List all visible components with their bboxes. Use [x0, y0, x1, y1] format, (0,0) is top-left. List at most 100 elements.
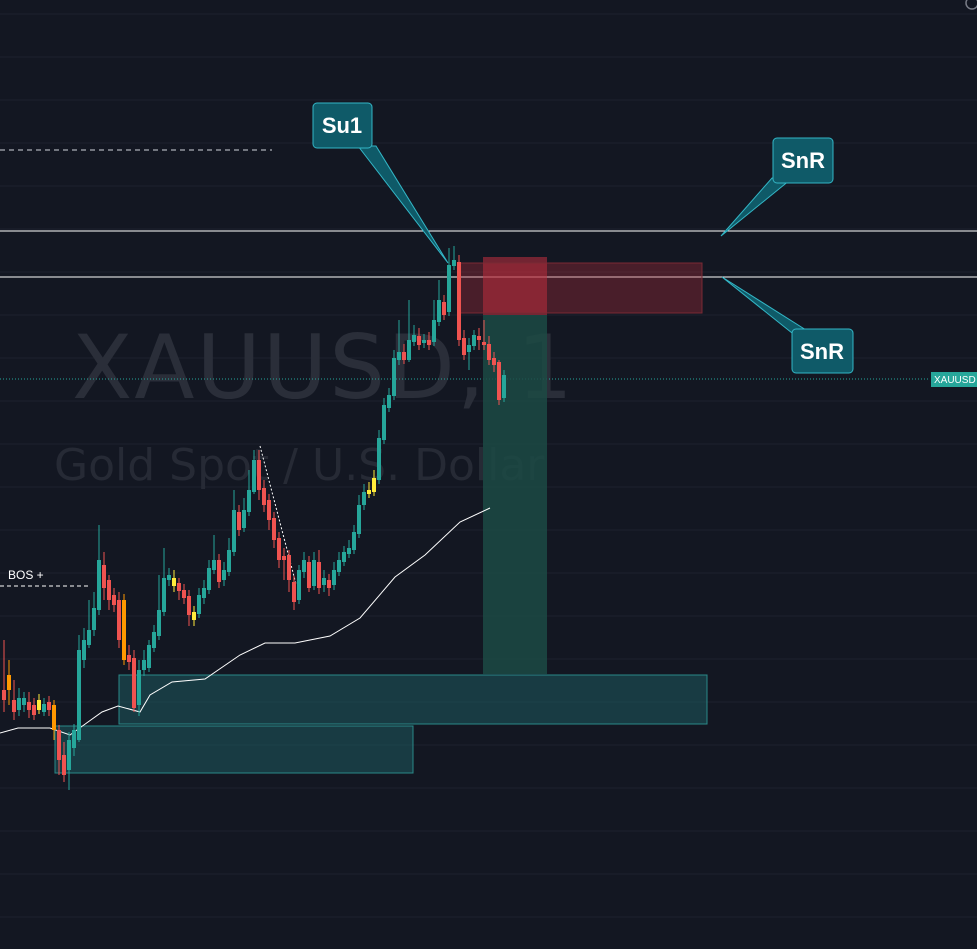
candle-body: [382, 405, 386, 440]
candle-body: [222, 570, 226, 580]
candle-body: [347, 548, 351, 554]
candle: [397, 320, 401, 365]
candle: [127, 645, 131, 670]
candle-body: [407, 340, 411, 360]
candle-body: [327, 580, 331, 588]
candle-body: [82, 640, 86, 660]
candle-body: [7, 675, 11, 690]
candle-body: [337, 560, 341, 572]
settings-corner-icon[interactable]: [965, 0, 977, 10]
candle-body: [247, 490, 251, 512]
candle: [462, 330, 466, 360]
candle: [147, 640, 151, 672]
candle: [422, 334, 426, 348]
candle: [162, 548, 166, 616]
supply-zone[interactable]: [457, 262, 703, 314]
target-zone[interactable]: [483, 315, 547, 674]
candle-body: [192, 612, 196, 620]
candle: [362, 484, 366, 510]
candle: [42, 698, 46, 716]
candle: [437, 280, 441, 326]
candle-body: [447, 265, 451, 312]
candle-body: [57, 730, 61, 760]
candle: [92, 592, 96, 636]
candle: [252, 450, 256, 494]
candle: [87, 600, 91, 648]
candle-body: [2, 690, 6, 700]
candle-body: [167, 575, 171, 580]
candle: [472, 330, 476, 350]
candle: [382, 398, 386, 444]
candle: [347, 540, 351, 558]
su1-label: Su1: [322, 113, 362, 138]
candle: [227, 538, 231, 576]
candle-body: [377, 438, 381, 480]
snr-upper-label: SnR: [781, 148, 825, 173]
candle: [312, 552, 316, 590]
candle-body: [52, 705, 56, 730]
candle-body: [502, 375, 506, 398]
demand-zone-upper[interactable]: [118, 674, 708, 725]
candle: [137, 660, 141, 716]
candle-body: [22, 698, 26, 705]
candle-body: [387, 395, 391, 408]
candle: [412, 325, 416, 346]
su1-callout-box: [312, 102, 373, 149]
candle: [452, 246, 456, 270]
candle: [427, 332, 431, 350]
description-watermark: Gold Spot / U.S. Dollar: [54, 440, 545, 491]
snr-lower-label: SnR: [800, 339, 844, 364]
candle-body: [62, 755, 66, 775]
candle-body: [157, 610, 161, 636]
candle-body: [472, 335, 476, 346]
candle: [122, 594, 126, 665]
candle-body: [102, 565, 106, 588]
candle-body: [72, 730, 76, 748]
candle: [337, 552, 341, 576]
candle-body: [437, 300, 441, 322]
candle: [82, 628, 86, 668]
candle: [322, 570, 326, 592]
candle-body: [232, 510, 236, 552]
candle: [97, 525, 101, 615]
snr-upper-callout[interactable]: SnR: [720, 137, 834, 237]
price-axis-tag[interactable]: XAUUSD: [931, 372, 977, 387]
demand-zone-lower[interactable]: [54, 725, 414, 774]
snr-lower-callout[interactable]: SnR: [721, 276, 854, 374]
candle: [272, 512, 276, 548]
candle: [297, 565, 301, 604]
candle: [417, 328, 421, 350]
su1-callout[interactable]: Su1: [312, 102, 449, 264]
candle-body: [47, 702, 51, 710]
candle: [392, 350, 396, 400]
candle-body: [282, 556, 286, 560]
candle: [12, 680, 16, 720]
candle-body: [357, 505, 361, 534]
candle: [222, 562, 226, 586]
snr-lower-callout-box: [791, 328, 854, 374]
candle-body: [77, 650, 81, 740]
candle: [192, 606, 196, 626]
candle-body: [127, 655, 131, 662]
candle-body: [172, 578, 176, 586]
candle: [22, 692, 26, 712]
candle-body: [307, 562, 311, 588]
candle-body: [332, 570, 336, 585]
candle-body: [92, 608, 96, 630]
candle: [72, 724, 76, 756]
candle-body: [162, 578, 166, 612]
candle-body: [302, 560, 306, 572]
candle: [367, 482, 371, 498]
price-tag-box: [931, 372, 977, 387]
candle-body: [352, 532, 356, 550]
candle: [232, 490, 236, 556]
candle-body: [27, 702, 31, 710]
candle: [317, 550, 321, 594]
candle-body: [152, 632, 156, 648]
stop-zone-box[interactable]: [483, 257, 547, 315]
candle: [432, 300, 436, 346]
candle-body: [267, 500, 271, 520]
candle: [47, 696, 51, 716]
candle-body: [42, 704, 46, 712]
